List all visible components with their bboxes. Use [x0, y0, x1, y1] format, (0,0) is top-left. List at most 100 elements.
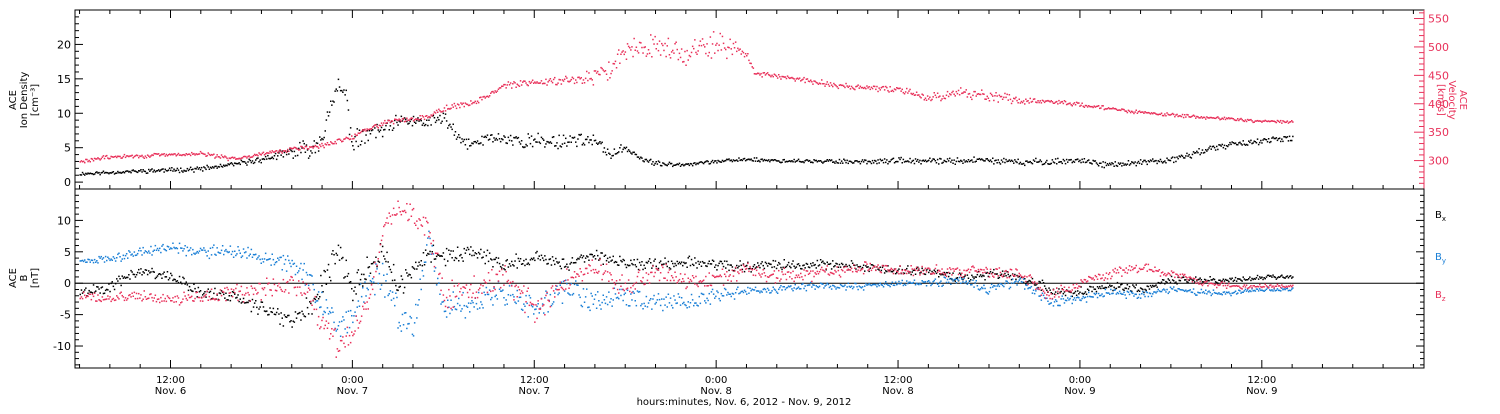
- data-point: [907, 92, 909, 94]
- data-point: [875, 284, 877, 286]
- data-point: [593, 304, 595, 306]
- data-point: [1292, 276, 1294, 278]
- data-point: [99, 292, 101, 294]
- data-point: [574, 137, 576, 139]
- data-point: [396, 213, 398, 215]
- data-point: [657, 299, 659, 301]
- data-point: [653, 260, 655, 262]
- data-point: [1223, 118, 1225, 120]
- data-point: [320, 306, 322, 308]
- data-point: [263, 152, 265, 154]
- data-point: [340, 336, 342, 338]
- data-point: [741, 265, 743, 267]
- data-point: [584, 144, 586, 146]
- data-point: [657, 43, 659, 45]
- data-point: [595, 294, 597, 296]
- data-point: [914, 280, 916, 282]
- data-point: [1077, 158, 1079, 160]
- data-point: [721, 261, 723, 263]
- data-point: [1138, 161, 1140, 163]
- data-point: [387, 261, 389, 263]
- data-point: [351, 315, 353, 317]
- data-point: [679, 296, 681, 298]
- data-point: [554, 296, 556, 298]
- data-point: [992, 286, 994, 288]
- data-point: [1000, 163, 1002, 165]
- data-point: [454, 285, 456, 287]
- data-point: [318, 291, 320, 293]
- data-point: [835, 161, 837, 163]
- data-point: [524, 265, 526, 267]
- data-point: [1276, 137, 1278, 139]
- data-point: [668, 163, 670, 165]
- data-point: [300, 292, 302, 294]
- data-point: [496, 138, 498, 140]
- data-point: [177, 280, 179, 282]
- data-point: [118, 253, 120, 255]
- data-point: [371, 128, 373, 130]
- data-point: [186, 281, 188, 283]
- data-point: [651, 267, 653, 269]
- data-point: [803, 264, 805, 266]
- data-point: [651, 163, 653, 165]
- data-point: [118, 276, 120, 278]
- data-point: [942, 162, 944, 164]
- data-point: [680, 304, 682, 306]
- data-point: [526, 145, 528, 147]
- data-point: [130, 172, 132, 174]
- data-point: [683, 302, 685, 304]
- data-point: [798, 286, 800, 288]
- data-point: [607, 304, 609, 306]
- data-point: [320, 146, 322, 148]
- data-point: [1102, 161, 1104, 163]
- data-point: [283, 325, 285, 327]
- data-point: [357, 134, 359, 136]
- data-point: [905, 91, 907, 93]
- data-point: [729, 294, 731, 296]
- data-point: [202, 170, 204, 172]
- data-point: [592, 79, 594, 81]
- data-point: [859, 161, 861, 163]
- data-point: [481, 136, 483, 138]
- data-point: [416, 268, 418, 270]
- data-point: [137, 272, 139, 274]
- data-point: [575, 280, 577, 282]
- data-point: [688, 257, 690, 259]
- data-point: [406, 272, 408, 274]
- data-point: [1209, 146, 1211, 148]
- data-point: [1262, 279, 1264, 281]
- data-point: [497, 298, 499, 300]
- data-point: [1257, 289, 1259, 291]
- data-point: [1213, 146, 1215, 148]
- data-point: [1001, 159, 1003, 161]
- data-point: [480, 249, 482, 251]
- data-point: [97, 286, 99, 288]
- data-point: [1133, 163, 1135, 165]
- data-point: [131, 293, 133, 295]
- data-point: [564, 280, 566, 282]
- data-point: [149, 171, 151, 173]
- data-point: [551, 287, 553, 289]
- data-point: [1090, 286, 1092, 288]
- data-point: [510, 282, 512, 284]
- data-point: [1244, 121, 1246, 123]
- data-point: [152, 171, 154, 173]
- data-point: [1036, 102, 1038, 104]
- data-point: [395, 285, 397, 287]
- data-point: [934, 159, 936, 161]
- data-point: [1080, 162, 1082, 164]
- data-point: [1175, 281, 1177, 283]
- data-point: [122, 258, 124, 260]
- data-point: [1270, 275, 1272, 277]
- data-point: [788, 262, 790, 264]
- data-point: [331, 253, 333, 255]
- data-point: [336, 88, 338, 90]
- data-point: [277, 285, 279, 287]
- data-point: [1148, 296, 1150, 298]
- data-point: [620, 144, 622, 146]
- data-point: [578, 276, 580, 278]
- data-point: [234, 292, 236, 294]
- data-point: [285, 289, 287, 291]
- data-point: [1008, 282, 1010, 284]
- data-point: [902, 162, 904, 164]
